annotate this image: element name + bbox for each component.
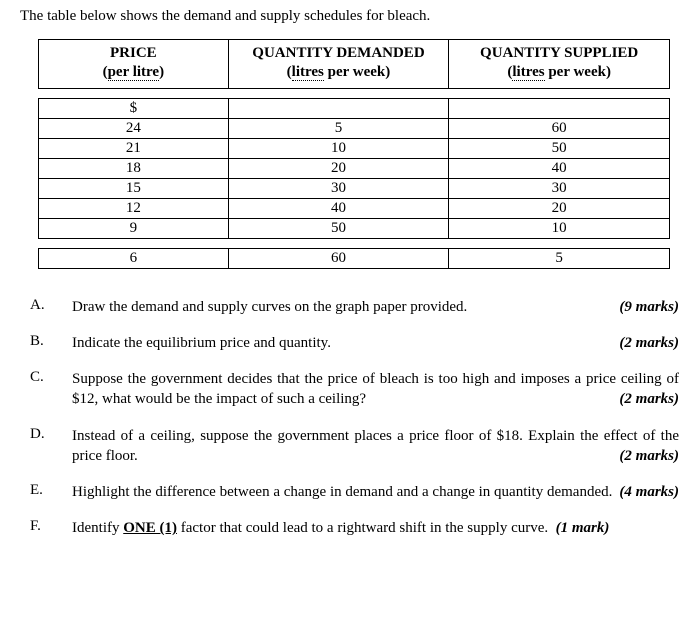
qs-cell: 40 (449, 158, 670, 178)
question-body: Indicate the equilibrium price and quant… (72, 335, 331, 351)
qs-cell: 30 (449, 178, 670, 198)
qd-cell: 5 (228, 118, 449, 138)
qd-cell: 30 (228, 178, 449, 198)
price-cell: 6 (39, 248, 229, 268)
qs-cell: 5 (449, 248, 670, 268)
qd-cell: 10 (228, 138, 449, 158)
question-body-post: factor that could lead to a rightward sh… (177, 520, 548, 536)
question-body: Highlight the difference between a chang… (72, 484, 612, 500)
table-row: 18 20 40 (39, 158, 670, 178)
table-row: 15 30 30 (39, 178, 670, 198)
table-gap (39, 238, 670, 248)
qs-header-main: QUANTITY SUPPLIED (480, 45, 638, 61)
price-header-main: PRICE (110, 45, 157, 61)
question-marks: (1 mark) (556, 520, 610, 536)
question-text: Identify ONE (1) factor that could lead … (72, 518, 679, 538)
question-label: A. (20, 297, 72, 314)
price-cell: 18 (39, 158, 229, 178)
qd-sub-u: litres (292, 64, 324, 81)
qs-cell: 50 (449, 138, 670, 158)
price-sub-left: ( (103, 64, 108, 80)
question-body: Suppose the government decides that the … (72, 371, 679, 407)
table-row: 21 10 50 (39, 138, 670, 158)
question-marks: (2 marks) (619, 389, 679, 409)
question-label: C. (20, 369, 72, 386)
qs-sub-u: litres (512, 64, 544, 81)
qd-sub-left: ( (287, 64, 292, 80)
question-label: D. (20, 426, 72, 443)
table-row: 12 40 20 (39, 198, 670, 218)
question-b: B. Indicate the equilibrium price and qu… (20, 333, 679, 353)
table-row: 24 5 60 (39, 118, 670, 138)
blank-cell (228, 98, 449, 118)
question-marks: (2 marks) (619, 446, 679, 466)
question-label: B. (20, 333, 72, 350)
qd-sub-right: per week) (324, 64, 390, 80)
question-marks: (4 marks) (619, 482, 679, 502)
qs-cell: 20 (449, 198, 670, 218)
question-text: Indicate the equilibrium price and quant… (72, 333, 679, 353)
price-cell: 12 (39, 198, 229, 218)
col-header-price: PRICE (per litre) (39, 40, 229, 89)
price-sub-u: per litre (108, 64, 160, 81)
question-e: E. Highlight the difference between a ch… (20, 482, 679, 502)
table-header-row: PRICE (per litre) QUANTITY DEMANDED (lit… (39, 40, 670, 89)
price-cell: 15 (39, 178, 229, 198)
question-a: A. Draw the demand and supply curves on … (20, 297, 679, 317)
qd-cell: 60 (228, 248, 449, 268)
currency-row: $ (39, 98, 670, 118)
question-d: D. Instead of a ceiling, suppose the gov… (20, 426, 679, 467)
question-label: E. (20, 482, 72, 499)
question-text: Draw the demand and supply curves on the… (72, 297, 679, 317)
blank-cell (449, 98, 670, 118)
qd-cell: 50 (228, 218, 449, 238)
schedule-table: PRICE (per litre) QUANTITY DEMANDED (lit… (38, 39, 670, 269)
question-body: Draw the demand and supply curves on the… (72, 299, 467, 315)
intro-text: The table below shows the demand and sup… (20, 8, 679, 25)
qd-header-main: QUANTITY DEMANDED (252, 45, 424, 61)
qd-cell: 20 (228, 158, 449, 178)
table-row: 6 60 5 (39, 248, 670, 268)
price-cell: 24 (39, 118, 229, 138)
question-marks: (9 marks) (619, 297, 679, 317)
price-sub-right: ) (159, 64, 164, 80)
qs-cell: 10 (449, 218, 670, 238)
price-cell: 9 (39, 218, 229, 238)
table-gap (39, 88, 670, 98)
col-header-qs: QUANTITY SUPPLIED (litres per week) (449, 40, 670, 89)
question-c: C. Suppose the government decides that t… (20, 369, 679, 410)
question-body-pre: Identify (72, 520, 123, 536)
question-body: Instead of a ceiling, suppose the govern… (72, 428, 679, 464)
qs-cell: 60 (449, 118, 670, 138)
question-one: ONE (1) (123, 520, 177, 536)
currency-cell: $ (39, 98, 229, 118)
question-text: Instead of a ceiling, suppose the govern… (72, 426, 679, 467)
col-header-qd: QUANTITY DEMANDED (litres per week) (228, 40, 449, 89)
qd-cell: 40 (228, 198, 449, 218)
qs-sub-right: per week) (545, 64, 611, 80)
question-marks: (2 marks) (619, 333, 679, 353)
questions-block: A. Draw the demand and supply curves on … (20, 297, 679, 539)
table-row: 9 50 10 (39, 218, 670, 238)
question-text: Suppose the government decides that the … (72, 369, 679, 410)
price-cell: 21 (39, 138, 229, 158)
question-f: F. Identify ONE (1) factor that could le… (20, 518, 679, 538)
question-label: F. (20, 518, 72, 535)
question-text: Highlight the difference between a chang… (72, 482, 679, 502)
